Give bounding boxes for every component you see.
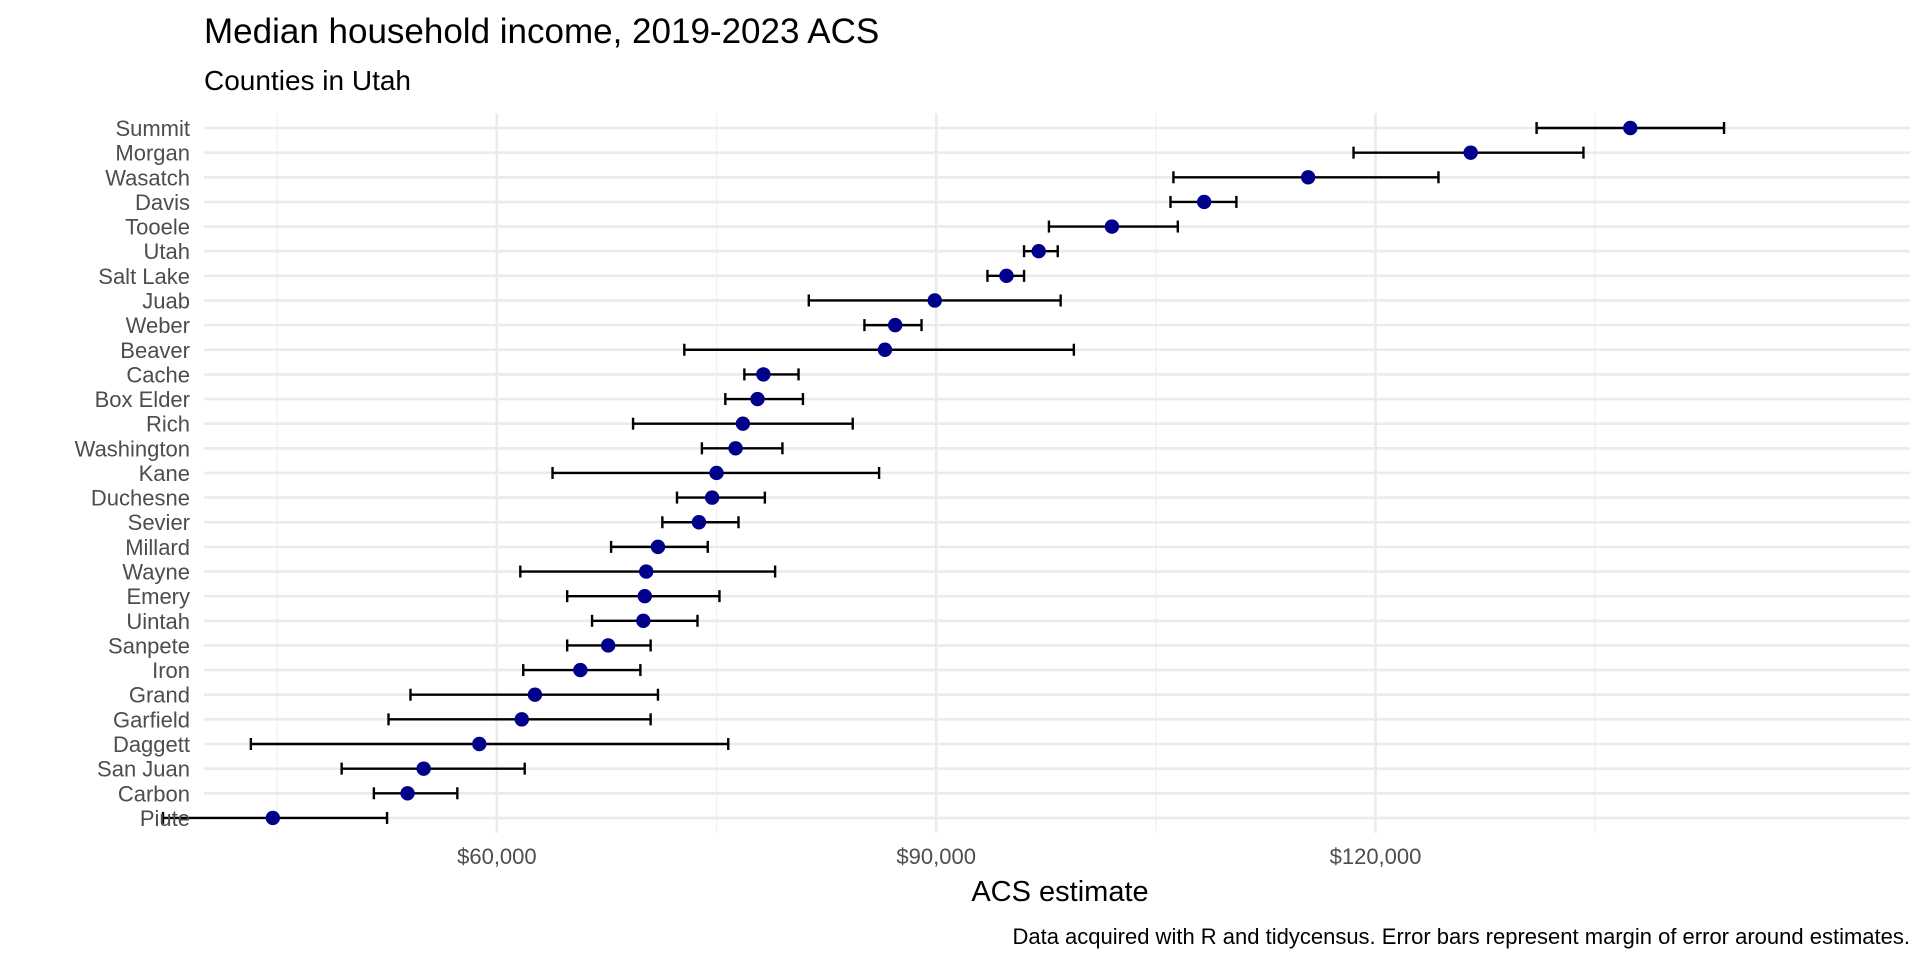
data-point — [1623, 120, 1638, 136]
y-tick-label: Rich — [146, 412, 190, 437]
y-tick-label: Washington — [75, 436, 190, 461]
x-tick-label: $120,000 — [1330, 844, 1422, 869]
x-tick-label: $60,000 — [457, 844, 537, 869]
data-point — [514, 712, 529, 727]
x-axis-title: ACS estimate — [971, 876, 1148, 908]
y-tick-label: Millard — [125, 535, 190, 560]
data-point — [600, 638, 616, 653]
y-tick-label: Sanpete — [108, 633, 190, 658]
data-point — [735, 416, 751, 431]
data-point — [728, 441, 743, 456]
data-point — [416, 761, 431, 776]
data-point — [527, 687, 543, 702]
y-tick-label: Davis — [135, 190, 190, 215]
data-point — [573, 662, 588, 678]
data-point — [691, 515, 707, 530]
y-tick-label: Morgan — [115, 141, 190, 166]
data-point — [999, 268, 1014, 284]
data-point — [756, 367, 771, 382]
data-point — [1104, 219, 1120, 234]
y-tick-label: Grand — [129, 683, 190, 708]
y-tick-label: Tooele — [125, 215, 190, 240]
data-point — [636, 613, 651, 628]
y-tick-label: Wayne — [122, 560, 190, 585]
y-tick-label: Duchesne — [91, 486, 190, 511]
data-point — [1196, 194, 1212, 210]
data-point — [472, 736, 487, 752]
data-point — [1300, 170, 1316, 185]
y-tick-label: Box Elder — [95, 387, 190, 412]
y-tick-label: Uintah — [126, 609, 190, 634]
y-tick-label: Carbon — [118, 781, 190, 806]
x-tick-label-layer: $60,000 $90,000 $120,000 — [457, 844, 1421, 869]
y-tick-label: Weber — [126, 313, 190, 338]
data-point — [750, 391, 765, 407]
y-tick-label: Beaver — [120, 338, 190, 363]
chart-caption: Data acquired with R and tidycensus. Err… — [1012, 924, 1910, 949]
chart-subtitle: Counties in Utah — [204, 65, 411, 96]
y-tick-label: Iron — [152, 658, 190, 683]
data-point — [877, 342, 893, 357]
point-layer — [265, 120, 1638, 826]
data-point — [1463, 145, 1478, 160]
data-point — [704, 490, 720, 505]
data-point — [639, 564, 654, 579]
x-tick-label: $90,000 — [896, 844, 976, 869]
data-point — [927, 293, 942, 308]
data-point — [1031, 244, 1046, 259]
y-tick-label: Kane — [139, 461, 190, 486]
y-tick-label: Garfield — [113, 707, 190, 732]
data-point — [650, 539, 666, 555]
data-point — [265, 810, 281, 826]
y-tick-label: Salt Lake — [98, 264, 190, 289]
y-tick-label: Cache — [126, 362, 190, 387]
data-point — [709, 465, 724, 481]
y-tick-label: Utah — [144, 239, 190, 264]
data-point — [637, 588, 652, 604]
chart-title: Median household income, 2019-2023 ACS — [204, 12, 879, 51]
y-tick-label: Wasatch — [105, 165, 190, 190]
y-tick-label: Emery — [126, 584, 190, 609]
y-tick-label: Summit — [115, 116, 190, 141]
y-tick-label: Piute — [140, 806, 190, 831]
y-tick-label: Juab — [142, 288, 190, 313]
y-tick-label: Daggett — [113, 732, 190, 757]
y-tick-label: San Juan — [97, 757, 190, 782]
y-tick-label: Sevier — [128, 510, 190, 535]
data-point — [400, 786, 415, 801]
grid-layer — [204, 113, 1910, 833]
data-point — [887, 317, 903, 333]
